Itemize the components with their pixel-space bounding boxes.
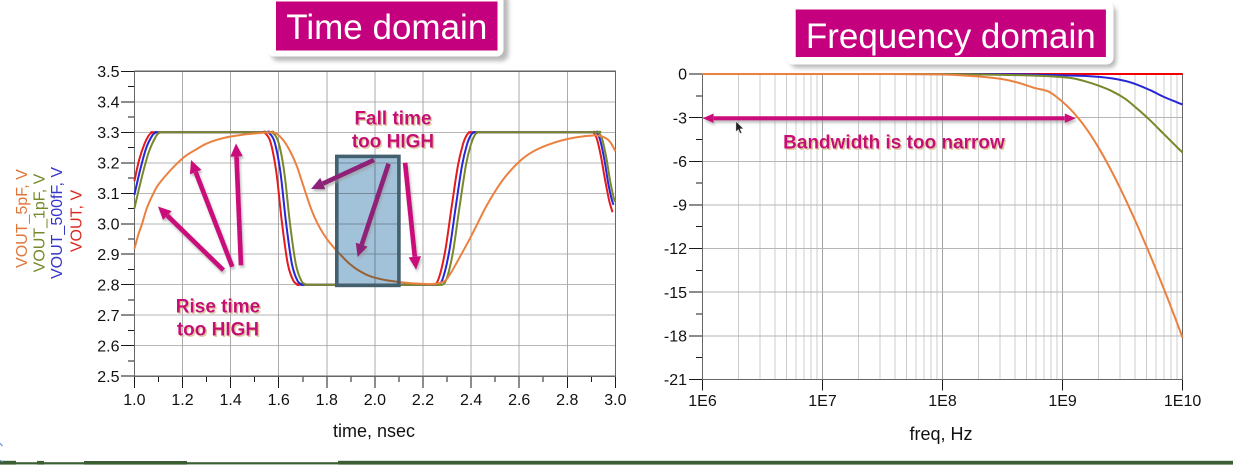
- svg-text:2.5: 2.5: [97, 369, 119, 386]
- svg-text:1.6: 1.6: [268, 392, 290, 409]
- svg-text:freq, Hz: freq, Hz: [909, 424, 972, 444]
- svg-text:-18: -18: [664, 329, 687, 346]
- svg-text:3.5: 3.5: [97, 64, 119, 81]
- svg-text:Time domain: Time domain: [286, 8, 487, 47]
- svg-text:-3: -3: [673, 110, 687, 127]
- svg-text:Rise time: Rise time: [176, 297, 260, 318]
- svg-text:1.0: 1.0: [123, 392, 145, 409]
- svg-text:2.7: 2.7: [97, 308, 119, 325]
- svg-text:3.0: 3.0: [97, 216, 119, 233]
- svg-text:3.2: 3.2: [97, 156, 119, 173]
- svg-text:2.0: 2.0: [364, 392, 386, 409]
- svg-text:3.4: 3.4: [97, 95, 119, 112]
- svg-text:1E10: 1E10: [1164, 393, 1201, 410]
- svg-text:-6: -6: [673, 154, 687, 171]
- svg-text:2.4: 2.4: [460, 392, 482, 409]
- svg-text:Fall time: Fall time: [354, 109, 431, 130]
- svg-text:3.0: 3.0: [604, 392, 626, 409]
- svg-text:VOUT, V: VOUT, V: [69, 190, 86, 253]
- svg-text:2.2: 2.2: [412, 392, 434, 409]
- svg-text:1E7: 1E7: [808, 393, 837, 410]
- svg-text:VOUT_500fF, V: VOUT_500fF, V: [49, 167, 66, 279]
- svg-text:2.6: 2.6: [508, 392, 530, 409]
- svg-text:Bandwidth is too narrow: Bandwidth is too narrow: [783, 133, 1005, 154]
- svg-text:VOUT_5pF, V: VOUT_5pF, V: [14, 169, 31, 268]
- svg-text:too HIGH: too HIGH: [177, 320, 259, 341]
- svg-text:1E6: 1E6: [688, 393, 717, 410]
- svg-text:-21: -21: [664, 372, 687, 389]
- svg-text:too HIGH: too HIGH: [352, 132, 434, 153]
- svg-text:-9: -9: [673, 198, 687, 215]
- svg-text:0: 0: [678, 67, 687, 84]
- svg-text:2.9: 2.9: [97, 247, 119, 264]
- svg-text:3.3: 3.3: [97, 125, 119, 142]
- svg-text:-15: -15: [664, 285, 687, 302]
- svg-text:1.4: 1.4: [219, 392, 241, 409]
- svg-text:VOUT_1pF, V: VOUT_1pF, V: [32, 173, 49, 272]
- svg-text:3.1: 3.1: [97, 186, 119, 203]
- svg-text:1.8: 1.8: [316, 392, 338, 409]
- svg-text:Frequency domain: Frequency domain: [806, 17, 1096, 56]
- svg-text:1E9: 1E9: [1048, 393, 1077, 410]
- svg-text:-12: -12: [664, 241, 687, 258]
- svg-text:time, nsec: time, nsec: [333, 421, 415, 441]
- svg-text:2.8: 2.8: [556, 392, 578, 409]
- svg-text:2.8: 2.8: [97, 277, 119, 294]
- svg-text:2.6: 2.6: [97, 338, 119, 355]
- svg-text:1.2: 1.2: [171, 392, 193, 409]
- svg-text:1E8: 1E8: [928, 393, 957, 410]
